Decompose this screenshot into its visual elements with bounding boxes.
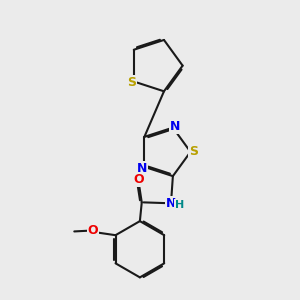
Text: O: O	[134, 172, 144, 186]
Text: S: S	[128, 76, 136, 89]
Text: N: N	[137, 162, 147, 175]
Text: S: S	[189, 146, 198, 158]
Text: H: H	[175, 200, 184, 210]
Text: N: N	[170, 120, 180, 133]
Text: O: O	[88, 224, 98, 237]
Text: N: N	[166, 196, 176, 210]
